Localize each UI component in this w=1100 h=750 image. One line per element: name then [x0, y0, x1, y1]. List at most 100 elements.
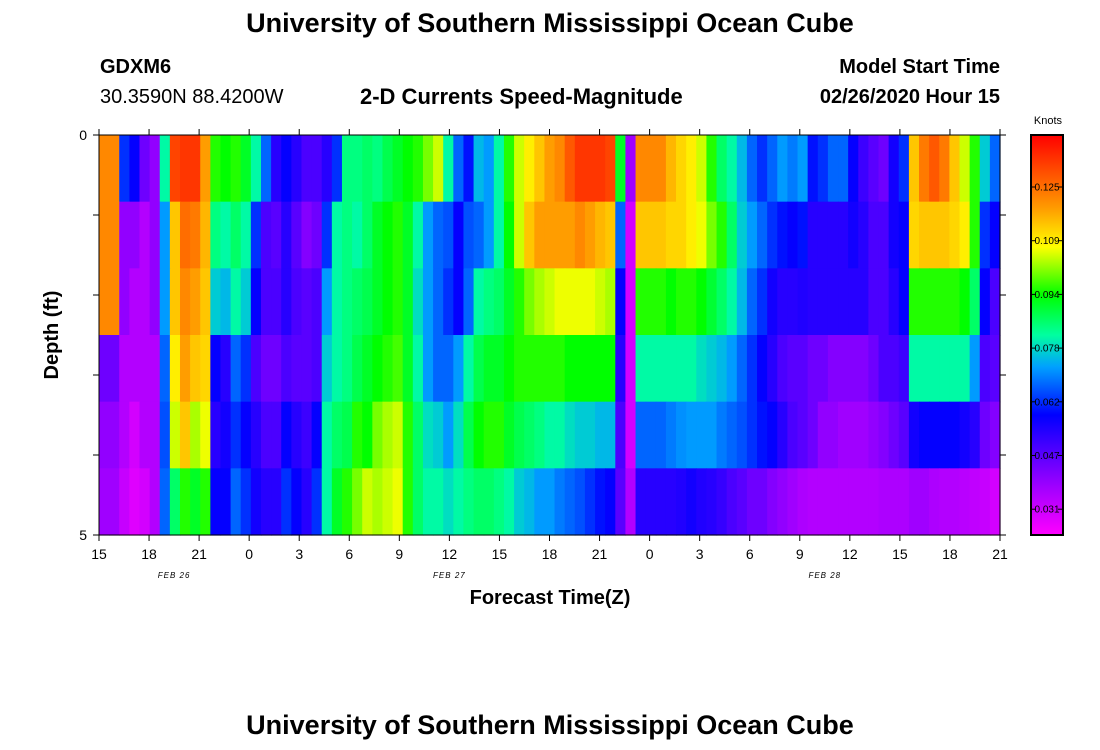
x-tick-label: 12 [442, 546, 458, 562]
x-tick-label: 6 [345, 546, 353, 562]
heatmap-cell [341, 201, 353, 269]
heatmap-cell [382, 268, 394, 336]
heatmap-cell [301, 201, 313, 269]
heatmap-cell [595, 201, 606, 269]
x-tick-label: 15 [91, 546, 107, 562]
heatmap-cell [544, 401, 556, 469]
heatmap-cell [686, 468, 697, 536]
heatmap-cell [574, 135, 586, 203]
heatmap-cell [665, 468, 677, 536]
heatmap-cell [514, 135, 525, 203]
heatmap-cell [757, 135, 768, 203]
heatmap-cell [544, 201, 556, 269]
heatmap-cell [139, 201, 151, 269]
heatmap-cell [584, 335, 596, 403]
heatmap-cell [331, 335, 343, 403]
heatmap-cell [726, 201, 738, 269]
plot-title: 2-D Currents Speed-Magnitude [360, 84, 683, 109]
heatmap-cell [139, 268, 151, 336]
heatmap-cell [686, 401, 697, 469]
heatmap-cell [645, 201, 657, 269]
heatmap-cell [696, 468, 708, 536]
heatmap-cell [149, 201, 161, 269]
heatmap-cell [129, 401, 141, 469]
heatmap-cell [382, 135, 394, 203]
heatmap-cell [595, 135, 606, 203]
heatmap-cell [311, 401, 323, 469]
heatmap-cell [463, 401, 475, 469]
heatmap-cell [503, 401, 515, 469]
heatmap-cell [787, 201, 799, 269]
colorbar-ticks: 0.125 0.109 0.094 0.078 0.062 0.047 0.031 [1031, 183, 1063, 516]
heatmap-cell [989, 268, 1001, 336]
heatmap-cell [159, 268, 171, 336]
heatmap-cell [989, 201, 1001, 269]
heatmap-cell [838, 135, 849, 203]
heatmap-cell [352, 401, 363, 469]
heatmap-cell [321, 135, 333, 203]
heatmap-cell [169, 468, 181, 536]
heatmap-cell [341, 135, 353, 203]
heatmap-cell [676, 201, 687, 269]
heatmap-cell [139, 335, 151, 403]
heatmap-cell [433, 401, 444, 469]
heatmap-cell [807, 401, 819, 469]
heatmap-cell [777, 201, 788, 269]
heatmap-cell [584, 268, 596, 336]
heatmap-cell [716, 468, 728, 536]
heatmap-cell [139, 401, 151, 469]
heatmap-cell [473, 201, 485, 269]
heatmap-cell [422, 468, 434, 536]
heatmap-cell [726, 401, 738, 469]
heatmap-cell [99, 335, 110, 403]
heatmap-cell [665, 201, 677, 269]
heatmap-cell [554, 268, 566, 336]
heatmap-cell [807, 135, 819, 203]
heatmap-cell [483, 335, 495, 403]
heatmap-cell [686, 135, 697, 203]
heatmap-cell [372, 468, 384, 536]
heatmap-cell [443, 401, 454, 469]
x-tick-label: 0 [245, 546, 253, 562]
heatmap-cell [797, 268, 809, 336]
heatmap-cell [564, 201, 576, 269]
heatmap-cell [321, 401, 333, 469]
heatmap-cell [362, 468, 373, 536]
heatmap-cell [959, 401, 971, 469]
heatmap-cell [250, 268, 262, 336]
heatmap-cell [331, 268, 343, 336]
heatmap-cell [453, 201, 465, 269]
heatmap-cell [757, 201, 768, 269]
heatmap-cell [595, 335, 606, 403]
heatmap-cell [453, 468, 465, 536]
heatmap-cell [564, 335, 576, 403]
heatmap-cell [949, 401, 961, 469]
heatmap-cell [645, 401, 657, 469]
heatmap-cell [149, 335, 161, 403]
heatmap-cell [260, 201, 272, 269]
heatmap-cell [463, 268, 475, 336]
heatmap-cell [422, 201, 434, 269]
heatmap-cell [159, 135, 171, 203]
x-tick-label: 15 [492, 546, 508, 562]
heatmap-cell [827, 135, 839, 203]
heatmap-cell [412, 201, 424, 269]
heatmap-cell [757, 468, 768, 536]
heatmap-cell [787, 468, 799, 536]
heatmap-cell [767, 401, 778, 469]
heatmap-cell [908, 468, 920, 536]
heatmap-cell [767, 201, 778, 269]
x-tick-label: 12 [842, 546, 858, 562]
heatmap-cell [210, 335, 222, 403]
heatmap-cell [331, 135, 343, 203]
heatmap-cell [868, 201, 880, 269]
heatmap-cell [463, 201, 475, 269]
heatmap-cell [919, 201, 930, 269]
heatmap-cell [919, 335, 930, 403]
x-tick-label: 21 [191, 546, 207, 562]
heatmap-cell [817, 335, 829, 403]
heatmap-cell [271, 335, 282, 403]
heatmap-cell [544, 135, 556, 203]
heatmap-cell [99, 401, 110, 469]
